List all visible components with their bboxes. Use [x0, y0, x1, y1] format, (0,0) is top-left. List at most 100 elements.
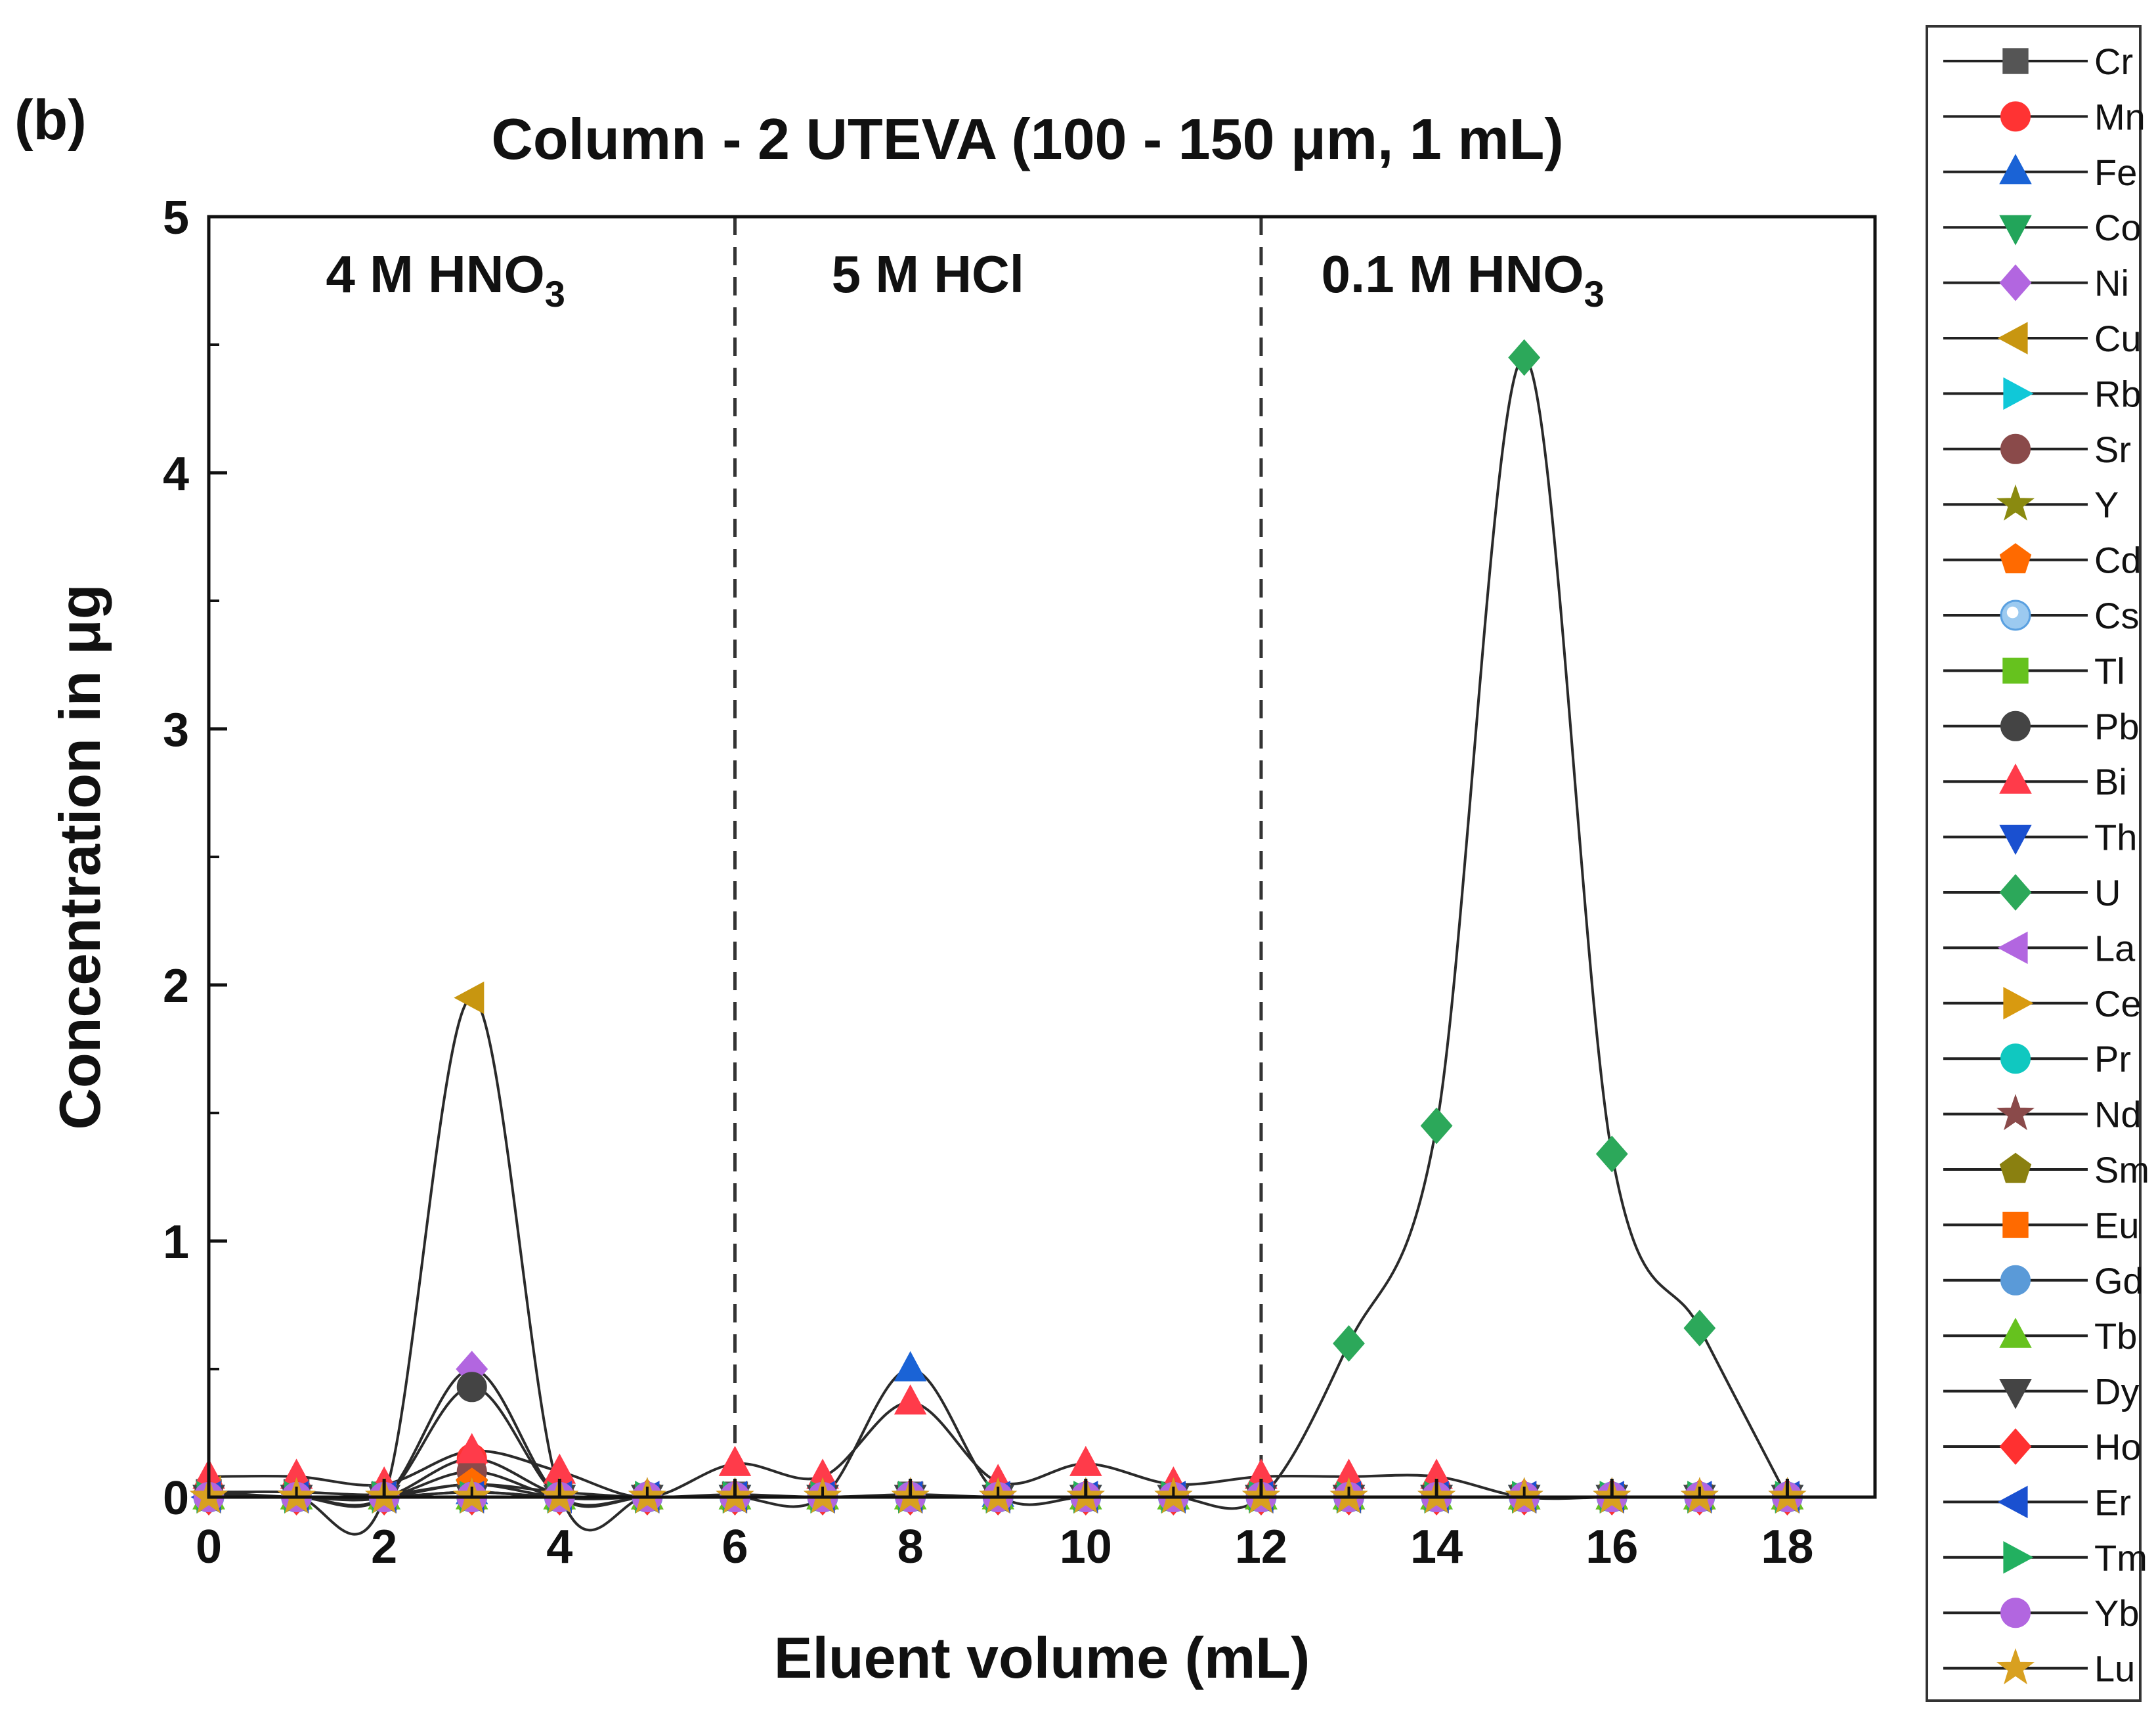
x-axis: 0 2 4 6 8 10 12 14 16 18	[196, 1479, 1876, 1573]
legend-marker-Th	[1999, 825, 2032, 856]
legend-marker-Tl	[2002, 657, 2029, 684]
legend-item-Gd: Gd	[1943, 1260, 2144, 1301]
legend-marker-Cs	[2000, 600, 2031, 631]
legend-item-Sm: Sm	[1943, 1149, 2149, 1190]
legend-marker-Fe	[1999, 154, 2032, 185]
region-label-main: 0.1 M HNO	[1322, 245, 1584, 303]
legend-item-Er: Er	[1943, 1481, 2131, 1523]
legend-label-Ni: Ni	[2094, 263, 2129, 304]
region-label-main: 4 M HNO	[326, 245, 544, 303]
point-Bi-10	[1069, 1445, 1102, 1476]
legend-marker-Cs-highlight	[2006, 606, 2019, 619]
point-U-14	[1420, 1107, 1453, 1145]
legend-label-Cd: Cd	[2094, 540, 2142, 581]
legend-marker-Er	[1997, 1485, 2028, 1519]
x-tick-label-10: 10	[1060, 1521, 1112, 1573]
legend-label-Ho: Ho	[2094, 1426, 2142, 1468]
point-Cu-3	[454, 981, 485, 1014]
legend: Cr Mn Fe Co Ni Cu Rb Sr Y Cd Cs Tl Pb Bi Th U La Ce Pr Nd Sm…	[1943, 41, 2149, 1690]
legend-item-Sr: Sr	[1943, 429, 2131, 470]
legend-marker-Cd	[1999, 543, 2032, 574]
legend-label-Er: Er	[2094, 1481, 2131, 1523]
legend-label-Tm: Tm	[2094, 1537, 2147, 1579]
legend-item-Tb: Tb	[1943, 1315, 2137, 1357]
legend-item-Ho: Ho	[1943, 1426, 2142, 1468]
x-tick-label-2: 2	[371, 1521, 397, 1573]
legend-label-Bi: Bi	[2094, 761, 2127, 802]
legend-item-Cs: Cs	[1943, 595, 2139, 636]
legend-item-Pr: Pr	[1943, 1038, 2131, 1080]
y-tick-label-1: 1	[163, 1216, 189, 1269]
legend-item-Eu: Eu	[1943, 1204, 2140, 1246]
y-tick-label-3: 3	[163, 704, 189, 756]
x-tick-label-12: 12	[1235, 1521, 1287, 1573]
x-tick-label-8: 8	[897, 1521, 924, 1573]
legend-marker-Tm	[2003, 1541, 2034, 1574]
legend-marker-Eu	[2002, 1211, 2029, 1238]
legend-item-Yb: Yb	[1943, 1592, 2140, 1634]
legend-marker-Lu	[1996, 1648, 2035, 1685]
chart-title: Column - 2 UTEVA (100 - 150 μm, 1 mL)	[491, 106, 1563, 171]
legend-label-Cu: Cu	[2094, 318, 2142, 359]
panel-label: (b)	[14, 89, 87, 152]
legend-label-Tl: Tl	[2094, 650, 2125, 691]
legend-item-Tl: Tl	[1943, 650, 2125, 691]
region-label-2: 0.1 M HNO3	[1322, 245, 1605, 315]
legend-item-Pb: Pb	[1943, 706, 2140, 747]
legend-label-Gd: Gd	[2094, 1260, 2144, 1301]
point-Fe-8	[894, 1351, 927, 1382]
series-markers	[189, 339, 1807, 1516]
phase-dividers	[733, 217, 1263, 1497]
legend-marker-Ho	[1999, 1428, 2032, 1465]
legend-label-Fe: Fe	[2094, 152, 2137, 193]
legend-label-Sr: Sr	[2094, 429, 2131, 470]
legend-label-Y: Y	[2094, 484, 2119, 525]
series-line-U	[209, 356, 1789, 1510]
legend-item-Dy: Dy	[1943, 1371, 2139, 1412]
legend-marker-Gd	[2000, 1265, 2031, 1296]
x-tick-label-4: 4	[546, 1521, 572, 1573]
legend-marker-Bi	[1999, 763, 2032, 794]
series-lines	[208, 356, 1789, 1536]
legend-item-U: U	[1943, 872, 2121, 913]
legend-label-Pb: Pb	[2094, 706, 2140, 747]
x-tick-label-0: 0	[196, 1521, 222, 1573]
legend-item-La: La	[1943, 927, 2136, 969]
legend-marker-U	[1999, 874, 2032, 911]
legend-marker-Nd	[1996, 1094, 2035, 1131]
legend-label-Eu: Eu	[2094, 1204, 2140, 1246]
legend-item-Ce: Ce	[1943, 983, 2142, 1024]
y-tick-label-5: 5	[163, 192, 189, 244]
point-Pb-3	[456, 1372, 487, 1403]
legend-item-Co: Co	[1943, 207, 2142, 248]
point-Bi-6	[718, 1445, 752, 1476]
x-tick-label-14: 14	[1410, 1521, 1463, 1573]
legend-label-Co: Co	[2094, 207, 2142, 248]
legend-marker-Cr	[2002, 48, 2029, 74]
legend-label-Rb: Rb	[2094, 373, 2142, 414]
legend-marker-La	[1997, 931, 2028, 965]
region-label-0: 4 M HNO3	[326, 245, 565, 315]
legend-marker-Ce	[2003, 987, 2034, 1020]
legend-marker-Dy	[1999, 1379, 2032, 1410]
legend-marker-Pr	[2000, 1043, 2031, 1074]
x-tick-label-6: 6	[722, 1521, 748, 1573]
legend-item-Cu: Cu	[1943, 318, 2142, 359]
legend-item-Ni: Ni	[1943, 263, 2129, 304]
point-Bi-3	[455, 1433, 488, 1464]
point-Bi-8	[894, 1384, 927, 1415]
legend-marker-Ni	[1999, 264, 2032, 301]
legend-label-U: U	[2094, 872, 2121, 913]
legend-item-Y: Y	[1943, 484, 2119, 525]
point-U-15	[1508, 339, 1541, 376]
legend-marker-Rb	[2003, 377, 2034, 410]
point-U-16	[1595, 1135, 1628, 1173]
legend-marker-Y	[1996, 484, 2035, 521]
y-tick-label-2: 2	[163, 960, 189, 1013]
legend-label-Pr: Pr	[2094, 1038, 2131, 1080]
y-axis: 0 1 2 3 4 5	[163, 192, 227, 1525]
legend-item-Tm: Tm	[1943, 1537, 2147, 1579]
legend-item-Bi: Bi	[1943, 761, 2127, 802]
legend-label-Nd: Nd	[2094, 1094, 2142, 1135]
legend-label-Cr: Cr	[2094, 41, 2133, 82]
